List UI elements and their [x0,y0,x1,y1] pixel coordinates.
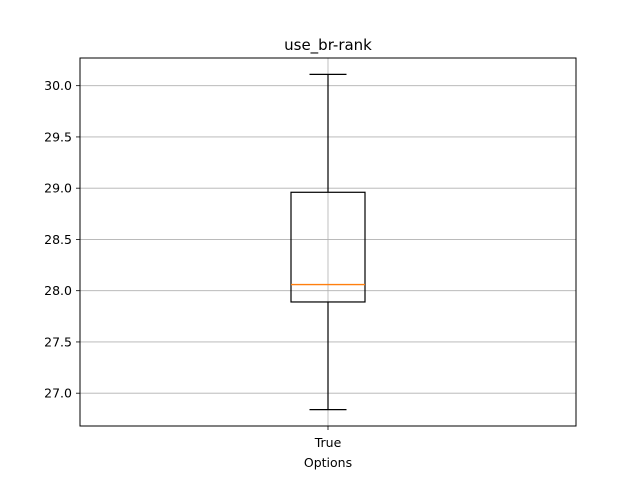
y-tick-label: 27.5 [44,334,72,349]
box-series [290,73,366,411]
y-tick-label: 30.0 [44,78,72,93]
box-iqr [290,191,366,303]
y-tick-label: 27.0 [44,386,72,401]
x-tick-label: True [314,435,342,450]
y-tick-label: 28.0 [44,283,72,298]
x-axis-label: Options [304,455,352,470]
chart-title: use_br-rank [284,36,372,55]
y-tick-label: 29.0 [44,181,72,196]
box-plot-true [290,73,366,411]
y-axis: 27.0 27.5 28.0 28.5 29.0 29.5 30.0 [44,78,80,401]
y-tick-label: 29.5 [44,129,72,144]
x-axis: True [314,426,342,450]
y-tick-label: 28.5 [44,232,72,247]
